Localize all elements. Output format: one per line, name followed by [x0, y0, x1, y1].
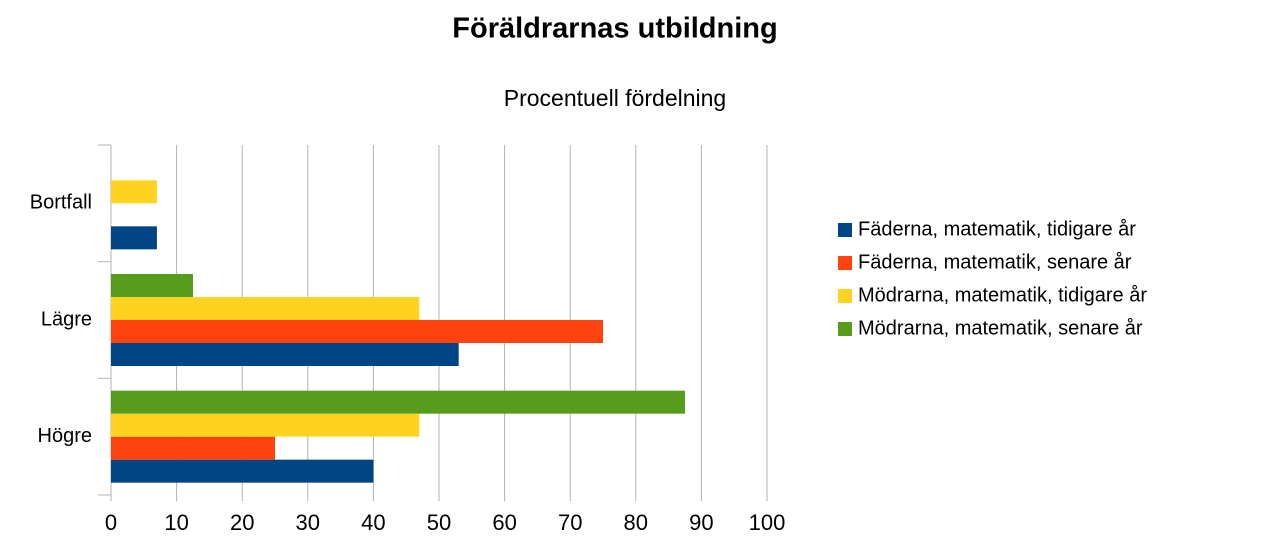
bar	[111, 320, 603, 343]
x-tick-label: 10	[164, 510, 188, 535]
y-tick-label: Högre	[38, 425, 92, 447]
legend-label: Mödrarna, matematik, tidigare år	[858, 284, 1147, 306]
bar	[111, 180, 157, 204]
legend-swatch	[838, 256, 852, 270]
bar	[111, 413, 420, 437]
y-tick-label: Lägre	[41, 308, 92, 330]
bar	[111, 390, 685, 414]
legend-swatch	[838, 322, 852, 336]
x-tick-label: 20	[230, 510, 254, 535]
legend-swatch	[838, 223, 852, 237]
legend-swatch	[838, 289, 852, 303]
x-tick-label: 100	[749, 510, 786, 535]
legend-label: Fäderna, matematik, senare år	[858, 251, 1132, 273]
legend-label: Mödrarna, matematik, senare år	[858, 317, 1143, 339]
bar	[111, 436, 275, 460]
bar	[111, 274, 193, 297]
x-tick-label: 30	[296, 510, 320, 535]
x-tick-label: 70	[558, 510, 582, 535]
chart-title: Föräldrarnas utbildning	[452, 13, 777, 45]
y-tick-label: Bortfall	[30, 192, 92, 214]
x-tick-label: 50	[427, 510, 451, 535]
x-tick-label: 80	[624, 510, 648, 535]
bar	[111, 459, 374, 483]
chart-subtitle: Procentuell fördelning	[504, 85, 726, 111]
x-tick-label: 90	[689, 510, 713, 535]
bar	[111, 297, 420, 320]
x-tick-label: 40	[361, 510, 385, 535]
x-tick-label: 0	[105, 510, 117, 535]
legend-label: Fäderna, matematik, tidigare år	[858, 218, 1136, 240]
bar	[111, 226, 157, 250]
x-tick-label: 60	[492, 510, 516, 535]
bar	[111, 343, 459, 366]
